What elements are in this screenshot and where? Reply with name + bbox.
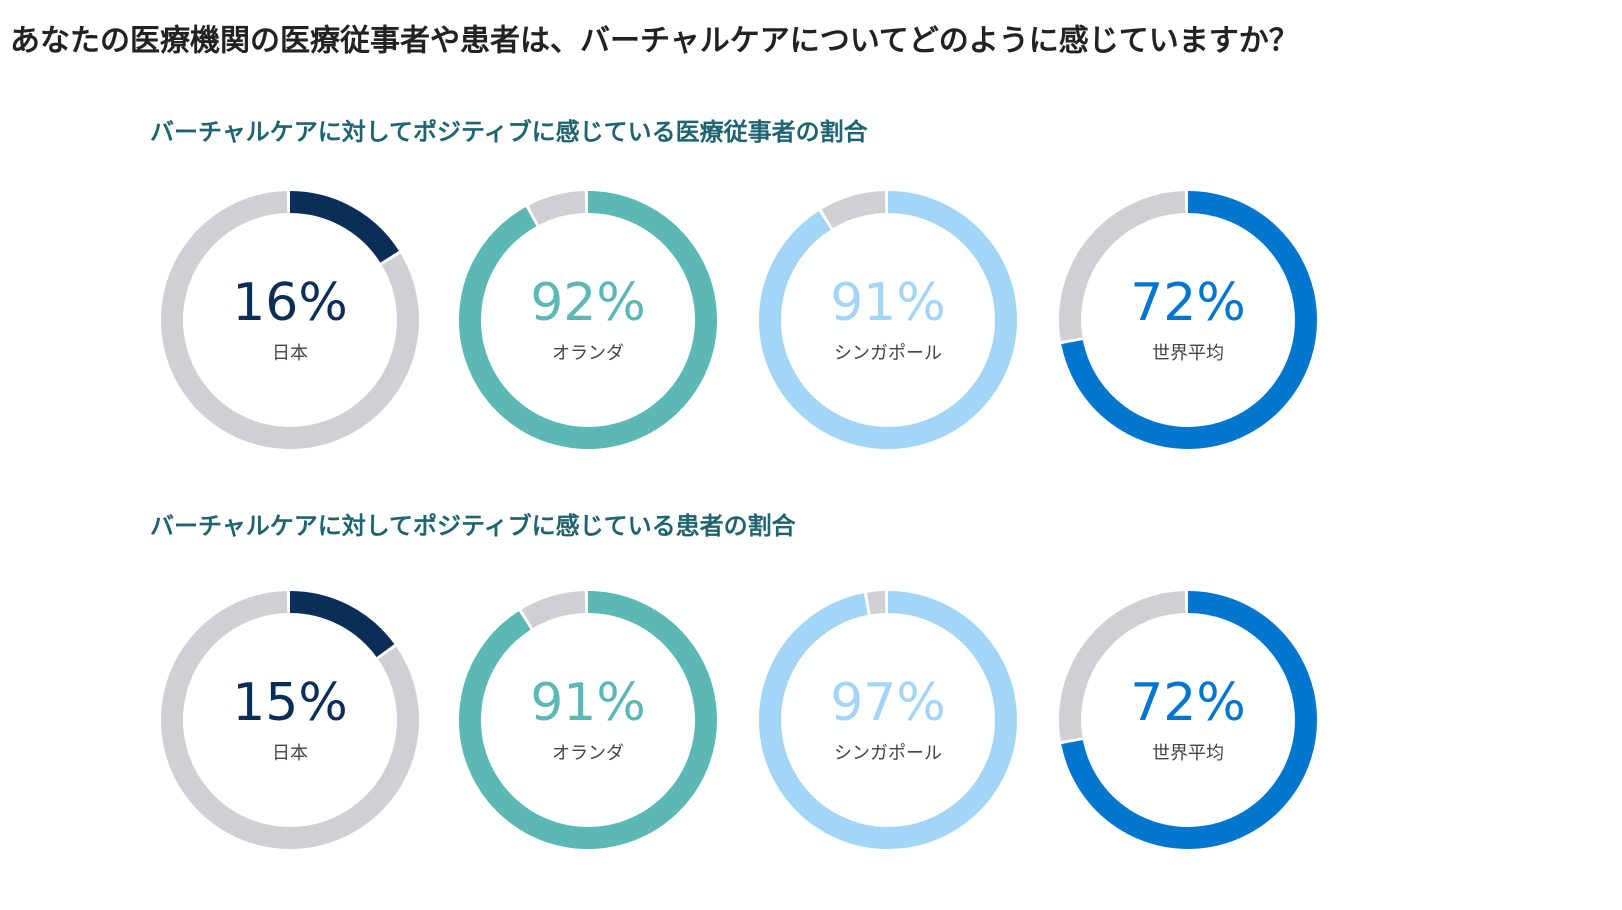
value-label: 72% xyxy=(1130,673,1246,733)
donut-segment xyxy=(289,191,399,263)
value-label: 15% xyxy=(232,673,348,733)
donut-segment xyxy=(759,191,1017,449)
donut-segment xyxy=(459,591,717,849)
category-label: 世界平均 xyxy=(1152,343,1224,364)
donut-track xyxy=(1059,591,1186,741)
donut-track xyxy=(528,191,586,226)
donut-track xyxy=(521,591,586,629)
donut-track xyxy=(161,591,419,849)
value-label: 91% xyxy=(530,673,646,733)
category-label: シンガポール xyxy=(834,343,942,364)
page-title: あなたの医療機関の医療従事者や患者は、バーチャルケアについてどのように感じていま… xyxy=(10,24,1299,59)
donut-segment xyxy=(759,591,1017,849)
donut-segment xyxy=(459,191,717,449)
section-title: バーチャルケアに対してポジティブに感じている医療従事者の割合 xyxy=(150,118,869,146)
donut-track xyxy=(161,191,419,449)
donut-segment xyxy=(1061,591,1317,849)
value-label: 97% xyxy=(830,673,946,733)
value-label: 92% xyxy=(530,273,646,333)
value-label: 72% xyxy=(1130,273,1246,333)
section-title: バーチャルケアに対してポジティブに感じている患者の割合 xyxy=(150,512,797,540)
category-label: 世界平均 xyxy=(1152,743,1224,764)
category-label: オランダ xyxy=(552,743,624,764)
category-label: 日本 xyxy=(272,743,308,764)
donut-track xyxy=(821,191,886,229)
value-label: 91% xyxy=(830,273,946,333)
donut-segment xyxy=(289,591,395,658)
value-label: 16% xyxy=(232,273,348,333)
category-label: 日本 xyxy=(272,343,308,364)
donut-segment xyxy=(1061,191,1317,449)
category-label: シンガポール xyxy=(834,743,942,764)
category-label: オランダ xyxy=(552,343,624,364)
donut-track xyxy=(867,591,886,615)
donut-track xyxy=(1059,191,1186,341)
